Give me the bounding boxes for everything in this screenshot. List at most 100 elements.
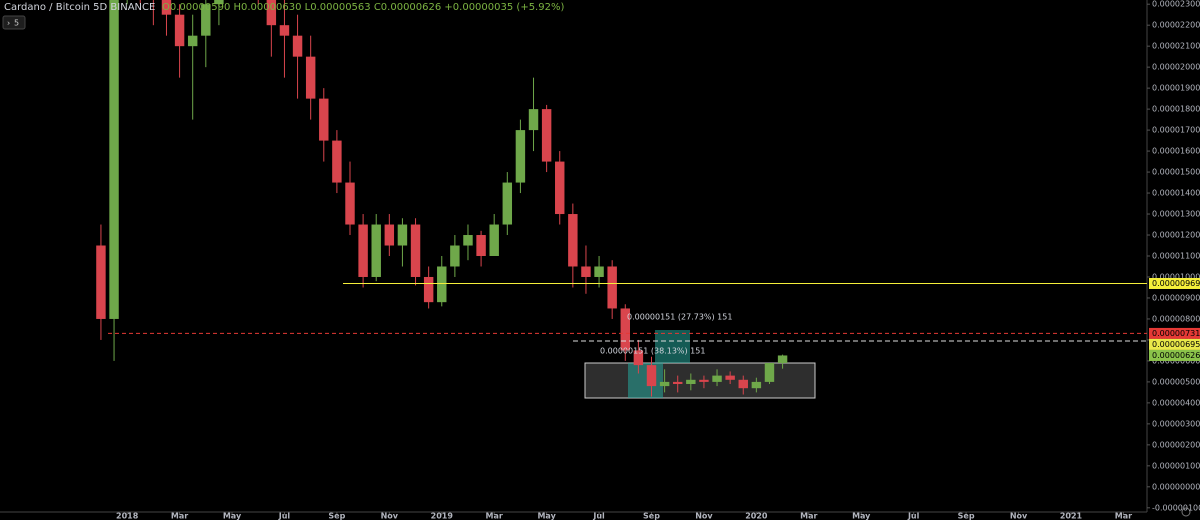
candle-body [620,308,630,351]
candle-body [633,350,644,366]
candle-body [279,25,290,36]
candle-body [476,235,486,256]
y-tick-label: 0.00001900 [1152,84,1200,93]
y-tick-label: 0.00002300 [1152,0,1200,9]
y-tick-label: -0.00000100 [1152,503,1200,512]
candle-body [725,375,735,380]
x-tick-label: Jul [592,512,605,520]
settings-icon[interactable] [1181,507,1191,517]
candle-body [751,381,762,389]
candle-body [161,0,172,15]
x-tick-label: May [852,512,871,520]
x-tick-label: 2019 [431,512,454,520]
y-tick-label: 0.00001400 [1152,189,1200,198]
y-tick-label: 0.00001600 [1152,147,1200,156]
collapse-count: 5 [14,19,19,28]
x-tick-label: Mar [1115,512,1132,520]
candle-body [581,266,591,277]
x-tick-label: 2018 [116,512,139,520]
measure-label: 0.00000151 (27.73%) 151 [627,313,732,322]
candle-body [187,35,198,47]
candle-body [528,109,539,131]
y-tick-label: 0.00000300 [1152,419,1200,428]
candle-body [319,98,329,141]
y-tick-label: 0.00001100 [1152,252,1200,261]
price-label: 0.00000731 [1152,329,1200,338]
x-tick-label: 2020 [745,512,768,520]
candle-body [777,355,788,364]
y-tick-label: 0.00001300 [1152,210,1200,219]
x-tick-label: Mar [171,512,188,520]
candle-body [712,375,722,382]
collapse-arrow: › [7,19,10,28]
candle-body [201,4,211,36]
candle-body [358,224,368,277]
y-tick-label: 0.00000900 [1152,293,1200,302]
candle-body [555,161,565,215]
candle-body [672,381,683,384]
candle-body [686,379,696,384]
candle-body [371,224,381,277]
x-tick-label: Jul [278,512,291,520]
candle-body [332,140,342,183]
candle-body [292,35,303,57]
y-tick-label: 0.00001800 [1152,105,1200,114]
candle-body [96,245,106,319]
candle-body [384,224,395,246]
candle-body [450,245,460,267]
price-label: 0.00000626 [1152,351,1200,360]
y-tick-label: 0.00000400 [1152,398,1200,407]
candle-body [305,56,316,99]
candle-body [174,14,185,47]
x-tick-label: Sep [643,512,660,520]
candle-body [699,379,709,382]
ohlc-legend: O0.00000590 H0.00000630 L0.00000563 C0.0… [162,2,564,13]
measure-box [628,363,663,398]
x-tick-label: Nov [381,512,399,520]
y-tick-label: 0.00001700 [1152,126,1200,135]
candle-body [397,224,408,246]
x-tick-label: Jul [907,512,920,520]
plot-area [96,0,816,399]
y-tick-label: 0.00002200 [1152,21,1200,30]
x-tick-label: Sep [958,512,975,520]
y-tick-label: 0.00000200 [1152,440,1200,449]
measure-box [655,330,690,363]
measure-label: 0.00000151 (38.13%) 151 [600,347,705,356]
candle-body [345,182,355,225]
y-tick-label: 0.00000000 [1152,482,1200,491]
x-tick-label: Mar [800,512,817,520]
x-tick-label: May [223,512,242,520]
y-tick-label: 0.00000500 [1152,377,1200,386]
price-label-box [1149,277,1200,289]
x-tick-label: Nov [1010,512,1028,520]
candle-body [738,379,748,389]
y-tick-label: 0.00001200 [1152,231,1200,240]
y-tick-label: 0.00002000 [1152,63,1200,72]
candle-body [646,365,657,387]
price-label: 0.00000969 [1152,279,1200,288]
price-label-box [1149,349,1200,361]
candle-body [489,224,499,256]
candle-body [423,276,434,303]
candle-body [568,214,578,267]
candle-body [607,266,617,309]
x-tick-label: Mar [486,512,503,520]
chart-title: Cardano / Bitcoin 5D BINANCE [4,2,155,13]
candle-body [515,130,526,183]
x-tick-label: Nov [695,512,713,520]
y-tick-label: 0.00000100 [1152,461,1200,470]
candle-body [266,0,277,26]
candle-body [410,224,421,277]
candle-body [541,109,552,162]
candle-body [437,266,447,303]
candle-body [109,0,119,319]
candle-body [594,266,604,277]
candle-body [463,235,473,246]
collapse-button[interactable] [2,15,26,30]
candle-body [764,363,775,382]
y-tick-label: 0.00001000 [1152,272,1200,281]
candle-body [659,381,670,387]
